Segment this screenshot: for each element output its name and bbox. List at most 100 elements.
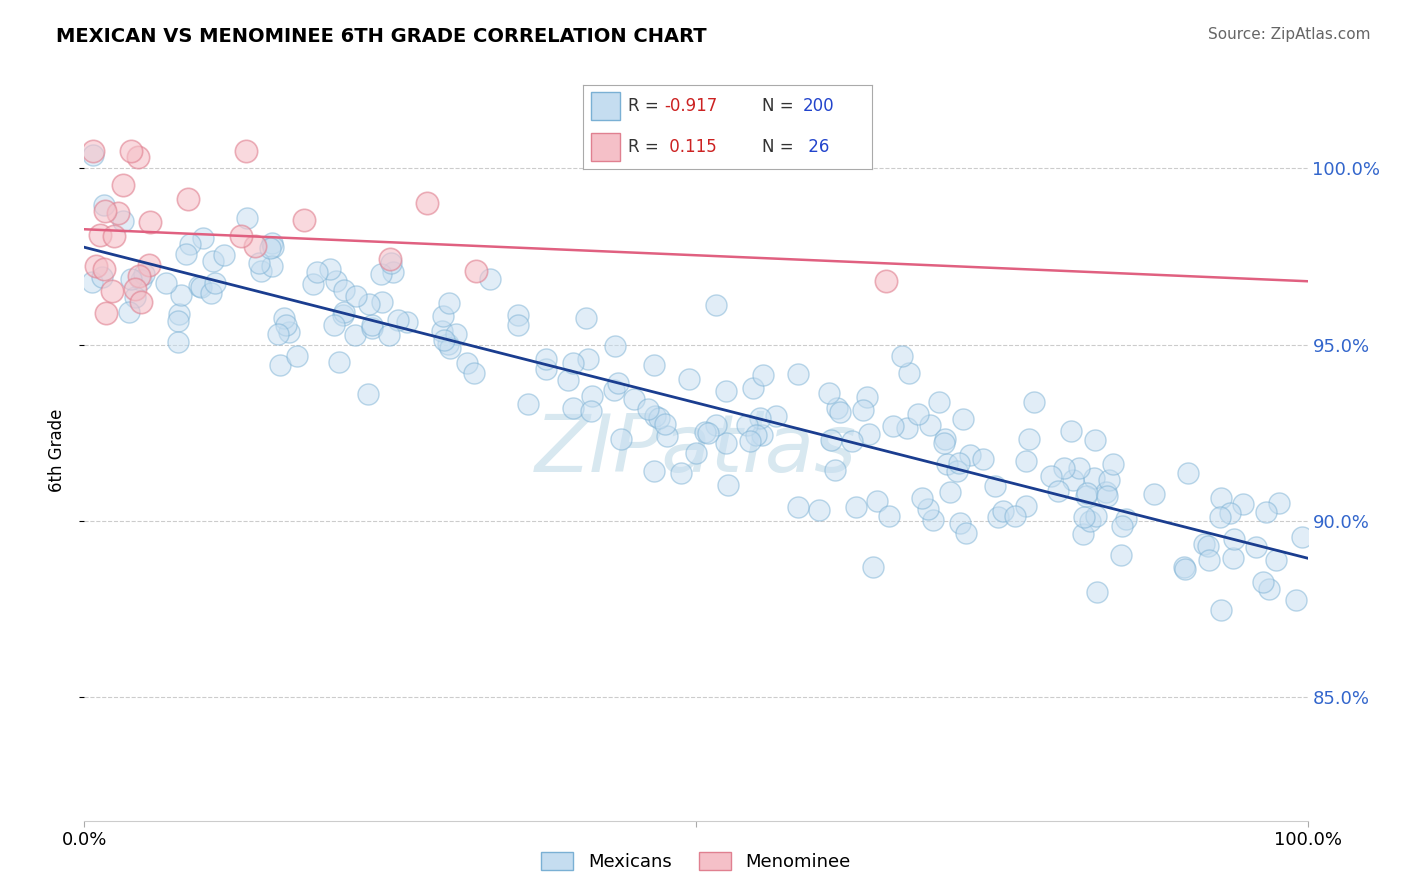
Point — [174, 247, 197, 261]
Point — [1219, 506, 1241, 520]
Point — [118, 305, 141, 319]
Point — [1115, 511, 1137, 525]
Point — [1080, 515, 1102, 529]
Point — [396, 315, 419, 329]
Point — [243, 238, 266, 252]
Point — [479, 272, 502, 286]
Point — [562, 401, 585, 415]
Point — [516, 397, 538, 411]
Point — [111, 213, 134, 227]
Point — [167, 335, 190, 350]
Point — [328, 355, 350, 369]
Point — [993, 504, 1015, 518]
Point — [127, 150, 149, 164]
Point — [1174, 562, 1197, 576]
Point — [1083, 471, 1105, 485]
Point — [371, 295, 394, 310]
Point — [581, 388, 603, 402]
Point — [717, 477, 740, 491]
Point — [262, 260, 284, 274]
Point — [1084, 509, 1107, 524]
Text: Source: ZipAtlas.com: Source: ZipAtlas.com — [1208, 27, 1371, 42]
Point — [131, 295, 153, 310]
Point — [1264, 553, 1286, 567]
Point — [1209, 509, 1232, 524]
Point — [319, 261, 342, 276]
Point — [745, 427, 768, 442]
Point — [1076, 490, 1098, 504]
Point — [575, 311, 598, 326]
Point — [818, 386, 841, 401]
Text: -0.917: -0.917 — [664, 97, 717, 115]
Point — [200, 285, 222, 300]
Point — [1209, 603, 1232, 617]
Point — [128, 268, 150, 283]
Point — [1254, 505, 1277, 519]
Point — [820, 433, 842, 447]
Point — [94, 204, 117, 219]
Point — [737, 418, 759, 433]
Point — [439, 296, 461, 310]
Point — [610, 432, 633, 446]
Text: ZIPatlas: ZIPatlas — [534, 411, 858, 490]
Point — [508, 318, 530, 332]
Point — [249, 263, 271, 277]
Point — [84, 260, 107, 274]
Point — [124, 282, 146, 296]
Point — [101, 284, 124, 298]
Point — [169, 307, 191, 321]
Point — [93, 262, 115, 277]
Point — [170, 288, 193, 302]
Text: R =: R = — [628, 97, 664, 115]
Point — [845, 500, 868, 515]
Point — [247, 256, 270, 270]
Point — [82, 148, 104, 162]
Point — [1071, 526, 1094, 541]
Point — [344, 288, 367, 302]
Point — [416, 195, 439, 210]
Point — [830, 405, 852, 419]
Point — [456, 356, 478, 370]
Point — [430, 325, 453, 339]
Point — [1040, 469, 1063, 483]
Point — [360, 321, 382, 335]
Point — [934, 436, 956, 450]
Point — [124, 290, 146, 304]
Point — [896, 421, 918, 435]
Point — [93, 198, 115, 212]
Point — [1222, 551, 1244, 566]
Point — [325, 274, 347, 288]
Point — [825, 401, 848, 415]
Point — [648, 410, 671, 425]
Point — [120, 272, 142, 286]
Point — [934, 432, 956, 446]
Point — [155, 276, 177, 290]
Point — [305, 264, 328, 278]
Point — [380, 256, 402, 270]
Point — [579, 403, 602, 417]
Point — [1018, 433, 1040, 447]
Point — [765, 409, 787, 423]
Point — [1197, 539, 1219, 553]
Point — [89, 227, 111, 242]
Point — [922, 513, 945, 527]
Point — [808, 503, 831, 517]
Point — [907, 407, 929, 421]
Point — [748, 411, 770, 425]
Point — [94, 306, 117, 320]
Point — [623, 392, 645, 407]
Point — [382, 265, 405, 279]
Point — [557, 373, 579, 387]
Point — [90, 269, 112, 284]
Point — [605, 339, 627, 353]
Point — [111, 178, 134, 193]
Point — [562, 356, 585, 370]
Point — [751, 428, 773, 442]
Point — [936, 457, 959, 471]
Point — [439, 341, 461, 355]
Point — [1053, 461, 1076, 475]
Point — [432, 333, 454, 347]
Point — [361, 318, 384, 332]
Point — [202, 253, 225, 268]
Point — [866, 494, 889, 508]
